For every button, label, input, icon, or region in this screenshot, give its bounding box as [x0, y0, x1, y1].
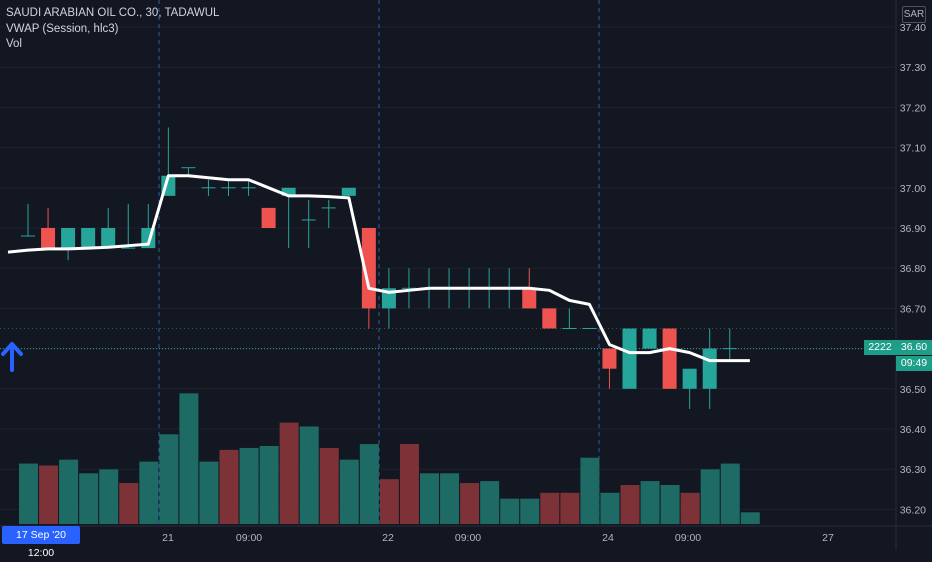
volume-bar	[299, 426, 319, 524]
volume-bar	[500, 498, 520, 524]
x-tick-label: 09:00	[236, 532, 262, 544]
candle-body	[41, 228, 56, 249]
currency-badge: SAR	[902, 6, 926, 23]
volume-bar	[640, 481, 660, 524]
y-tick-label: 37.30	[900, 62, 926, 74]
volume-bar	[480, 481, 500, 524]
volume-bar	[339, 459, 359, 524]
candle-body	[522, 288, 537, 309]
x-tick-label: 09:00	[675, 532, 701, 544]
y-tick-label: 37.10	[900, 143, 926, 155]
volume-bar	[420, 473, 439, 524]
volume-bar	[540, 492, 560, 524]
x-tick-label: 24	[602, 532, 614, 544]
volume-bar	[199, 461, 219, 524]
volume-bar	[359, 444, 379, 524]
volume-bar	[279, 422, 299, 524]
candle-body	[261, 207, 276, 228]
volume-bar	[399, 444, 419, 524]
volume-bar	[259, 446, 279, 524]
volume-bar	[700, 469, 720, 524]
volume-bar	[179, 393, 199, 524]
symbol-title[interactable]: SAUDI ARABIAN OIL CO., 30, TADAWUL	[6, 7, 220, 19]
volume-bar	[99, 469, 119, 524]
volume-bar	[560, 492, 580, 524]
volume-bar	[139, 461, 159, 524]
volume-bar	[660, 485, 680, 524]
candle-body	[61, 228, 76, 249]
volume-bar	[59, 459, 79, 524]
bar-countdown-badge: 09:49	[896, 356, 932, 371]
volume-bar	[79, 473, 99, 524]
y-tick-label: 36.90	[900, 223, 926, 235]
volume-bar	[379, 479, 399, 524]
y-tick-label: 36.80	[900, 263, 926, 275]
volume-bar	[600, 492, 620, 524]
y-tick-label: 37.40	[900, 22, 926, 34]
x-tick-label: 22	[382, 532, 394, 544]
vwap-line	[7, 174, 750, 363]
chart-background	[0, 0, 932, 550]
volume-bar	[159, 434, 179, 524]
candle-body	[341, 187, 356, 196]
y-tick-label: 37.20	[900, 102, 926, 114]
x-tick-label: 09:00	[455, 532, 481, 544]
candle-body	[81, 228, 96, 249]
candle-body	[622, 328, 637, 389]
x-tick-label: 27	[822, 532, 834, 544]
volume-bar	[319, 447, 339, 524]
volume-bar	[520, 498, 540, 524]
volume-bar	[460, 483, 480, 524]
crosshair-date-badge: 17 Sep '20 12:00	[2, 526, 80, 559]
y-tick-label: 36.70	[900, 303, 926, 315]
last-volume-badge: 2222	[864, 340, 896, 355]
volume-bar	[19, 463, 38, 524]
volume-bar	[740, 512, 760, 524]
y-tick-label: 36.50	[900, 384, 926, 396]
y-tick-label: 36.40	[900, 424, 926, 436]
volume-bar	[580, 457, 600, 524]
last-price-badge: 36.60	[896, 340, 932, 355]
volume-bar	[720, 463, 740, 524]
chart-canvas[interactable]: 37.40 37.30 37.20 37.10 37.00 36.90 36.80 36.70…	[0, 0, 932, 550]
volume-bar	[440, 473, 460, 524]
volume-bar	[39, 465, 59, 524]
candle-body	[101, 228, 116, 249]
candle-body	[281, 187, 296, 196]
x-tick-label: 21	[162, 532, 174, 544]
candle-body	[702, 348, 717, 389]
candle-body	[642, 328, 657, 349]
candle-body	[542, 308, 557, 329]
scroll-arrow-up-icon[interactable]	[0, 340, 24, 374]
volume-bar	[239, 447, 259, 524]
volume-bar	[620, 485, 640, 524]
volume-bar	[119, 483, 139, 524]
chart-legend: SAUDI ARABIAN OIL CO., 30, TADAWUL VWAP …	[6, 6, 219, 53]
y-tick-label: 36.20	[900, 504, 926, 516]
candle-body	[602, 348, 617, 369]
volume-bar	[219, 449, 239, 524]
y-tick-label: 37.00	[900, 183, 926, 195]
candle-body	[662, 328, 677, 389]
candle-body	[682, 368, 697, 389]
volume-indicator-label[interactable]: Vol	[6, 38, 22, 50]
volume-bar	[680, 492, 700, 524]
y-tick-label: 36.30	[900, 464, 926, 476]
vwap-indicator-label[interactable]: VWAP (Session, hlc3)	[6, 22, 119, 35]
